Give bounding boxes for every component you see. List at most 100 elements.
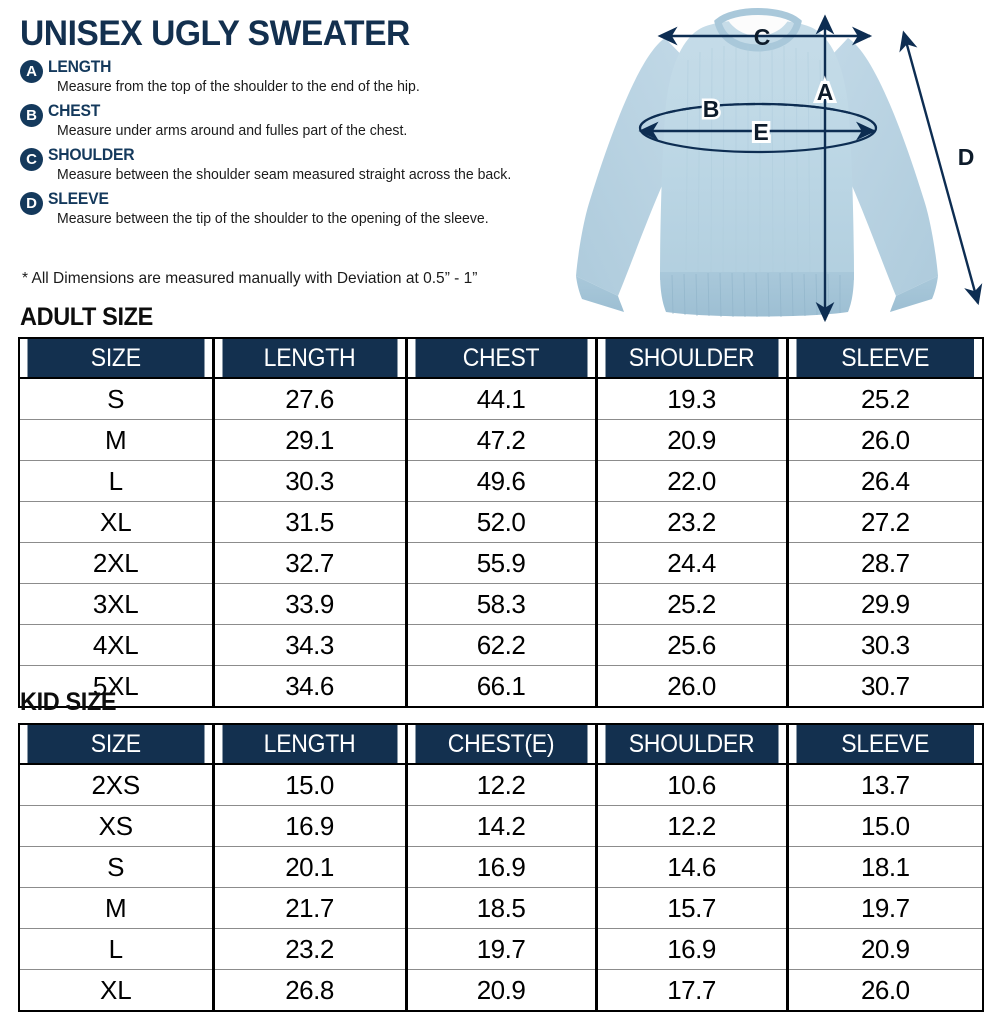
cell-chest: 66.1 xyxy=(406,665,598,707)
column-header-shoulder: SHOULDER xyxy=(603,724,781,765)
cell-length: 29.1 xyxy=(213,419,408,461)
cell-chest: 14.2 xyxy=(406,805,598,847)
legend-desc-sleeve: Measure between the tip of the shoulder … xyxy=(57,210,489,227)
dimension-label-c: C xyxy=(754,24,771,50)
table-row: L 30.3 49.6 22.0 26.4 xyxy=(19,460,983,502)
table-row: 2XS 15.0 12.2 10.6 13.7 xyxy=(19,764,983,806)
cell-shoulder: 10.6 xyxy=(596,764,789,806)
cell-chest: 49.6 xyxy=(406,460,598,502)
legend-item-shoulder: C SHOULDER Measure between the shoulder … xyxy=(20,146,585,187)
sweater-left-cuff xyxy=(576,276,624,312)
cell-chest: 20.9 xyxy=(406,969,598,1011)
cell-shoulder: 15.7 xyxy=(596,887,789,929)
legend-badge-d: D xyxy=(20,192,43,215)
cell-length: 16.9 xyxy=(213,805,408,847)
cell-length: 27.6 xyxy=(213,378,408,420)
cell-shoulder: 16.9 xyxy=(596,928,789,970)
table-row: 4XL 34.3 62.2 25.6 30.3 xyxy=(19,624,983,666)
cell-size: XL xyxy=(19,969,215,1011)
legend-term-sleeve: SLEEVE xyxy=(48,190,109,208)
table-row: XS 16.9 14.2 12.2 15.0 xyxy=(19,805,983,847)
column-header-size: SIZE xyxy=(26,338,207,379)
cell-sleeve: 13.7 xyxy=(787,764,983,806)
cell-sleeve: 26.4 xyxy=(787,460,983,502)
cell-shoulder: 25.6 xyxy=(596,624,789,666)
table-row: XL 26.8 20.9 17.7 26.0 xyxy=(19,969,983,1011)
table-row: 2XL 32.7 55.9 24.4 28.7 xyxy=(19,542,983,584)
cell-size: M xyxy=(19,419,215,461)
cell-size: L xyxy=(19,460,215,502)
legend-desc-shoulder: Measure between the shoulder seam measur… xyxy=(57,166,512,183)
cell-length: 33.9 xyxy=(213,583,408,625)
cell-shoulder: 19.3 xyxy=(596,378,789,420)
sweater-hem-texture xyxy=(671,272,841,318)
cell-length: 21.7 xyxy=(213,887,408,929)
legend-badge-a: A xyxy=(20,60,43,83)
cell-length: 30.3 xyxy=(213,460,408,502)
cell-chest: 18.5 xyxy=(406,887,598,929)
cell-shoulder: 25.2 xyxy=(596,583,789,625)
cell-length: 34.3 xyxy=(213,624,408,666)
cell-sleeve: 28.7 xyxy=(787,542,983,584)
cell-shoulder: 20.9 xyxy=(596,419,789,461)
column-header-length: LENGTH xyxy=(220,338,400,379)
table-row: M 21.7 18.5 15.7 19.7 xyxy=(19,887,983,929)
table-row: 5XL 34.6 66.1 26.0 30.7 xyxy=(19,665,983,707)
cell-length: 15.0 xyxy=(213,764,408,806)
cell-size: 2XL xyxy=(19,542,215,584)
cell-chest: 16.9 xyxy=(406,846,598,888)
cell-chest: 19.7 xyxy=(406,928,598,970)
dimension-label-e: E xyxy=(753,119,768,145)
cell-length: 23.2 xyxy=(213,928,408,970)
cell-size: S xyxy=(19,846,215,888)
legend-badge-b: B xyxy=(20,104,43,127)
dimension-line-d xyxy=(899,30,983,306)
cell-length: 26.8 xyxy=(213,969,408,1011)
legend-item-sleeve: D SLEEVE Measure between the tip of the … xyxy=(20,190,585,231)
cell-size: L xyxy=(19,928,215,970)
table-header-row: SIZE LENGTH CHEST SHOULDER SLEEVE xyxy=(19,338,983,379)
deviation-note: * All Dimensions are measured manually w… xyxy=(22,270,478,287)
cell-chest: 44.1 xyxy=(406,378,598,420)
adult-size-heading: ADULT SIZE xyxy=(20,303,153,331)
cell-sleeve: 18.1 xyxy=(787,846,983,888)
cell-chest: 62.2 xyxy=(406,624,598,666)
cell-length: 34.6 xyxy=(213,665,408,707)
sweater-knit-texture xyxy=(685,45,824,275)
cell-size: S xyxy=(19,378,215,420)
cell-length: 32.7 xyxy=(213,542,408,584)
cell-chest: 58.3 xyxy=(406,583,598,625)
measurement-legend: A LENGTH Measure from the top of the sho… xyxy=(20,58,585,234)
legend-desc-length: Measure from the top of the shoulder to … xyxy=(57,78,420,95)
cell-shoulder: 12.2 xyxy=(596,805,789,847)
cell-sleeve: 30.3 xyxy=(787,624,983,666)
sweater-diagram: C A B E D xyxy=(548,0,1000,325)
cell-shoulder: 24.4 xyxy=(596,542,789,584)
dimension-ellipse-b-dashed xyxy=(638,102,878,129)
table-row: XL 31.5 52.0 23.2 27.2 xyxy=(19,501,983,543)
table-row: 3XL 33.9 58.3 25.2 29.9 xyxy=(19,583,983,625)
cell-length: 31.5 xyxy=(213,501,408,543)
cell-sleeve: 20.9 xyxy=(787,928,983,970)
cell-size: XL xyxy=(19,501,215,543)
legend-desc-chest: Measure under arms around and fulles par… xyxy=(57,122,408,139)
kid-size-table: SIZE LENGTH CHEST(E) SHOULDER SLEEVE 2XS… xyxy=(18,723,984,1012)
cell-sleeve: 29.9 xyxy=(787,583,983,625)
cell-size: 3XL xyxy=(19,583,215,625)
cell-shoulder: 26.0 xyxy=(596,665,789,707)
cell-sleeve: 30.7 xyxy=(787,665,983,707)
table-row: M 29.1 47.2 20.9 26.0 xyxy=(19,419,983,461)
cell-length: 20.1 xyxy=(213,846,408,888)
page-title: UNISEX UGLY SWEATER xyxy=(20,14,410,53)
column-header-sleeve: SLEEVE xyxy=(794,724,976,765)
sweater-body xyxy=(660,19,854,280)
table-row: S 27.6 44.1 19.3 25.2 xyxy=(19,378,983,420)
column-header-size: SIZE xyxy=(26,724,207,765)
cell-sleeve: 26.0 xyxy=(787,419,983,461)
table-row: S 20.1 16.9 14.6 18.1 xyxy=(19,846,983,888)
dimension-label-a: A xyxy=(817,79,834,105)
dimension-label-b: B xyxy=(703,96,720,122)
cell-chest: 47.2 xyxy=(406,419,598,461)
legend-item-length: A LENGTH Measure from the top of the sho… xyxy=(20,58,585,99)
column-header-chest: CHEST xyxy=(413,338,590,379)
